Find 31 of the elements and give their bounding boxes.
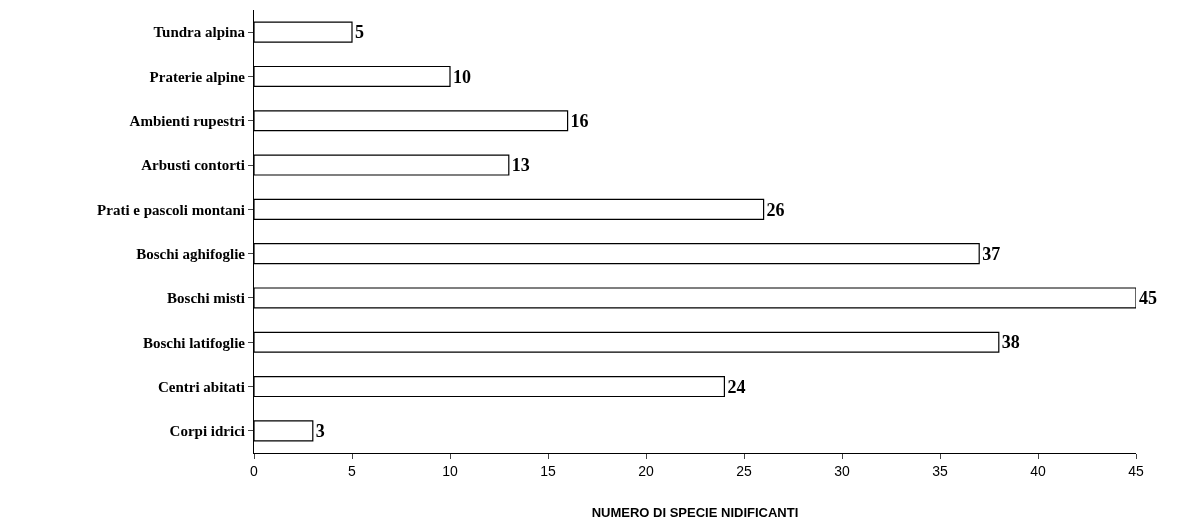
data-label: 26 [766, 199, 785, 220]
x-tick-label: 5 [348, 462, 357, 479]
y-tick-label: Boschi latifoglie [142, 334, 246, 351]
x-tick-label: 10 [442, 462, 458, 479]
y-tick-label: Prati e pascoli montani [97, 201, 245, 218]
y-tick-label: Boschi aghifoglie [136, 245, 246, 262]
x-tick-label: 30 [834, 462, 850, 479]
data-label: 13 [511, 155, 530, 176]
x-tick-label: 15 [540, 462, 556, 479]
x-tick-label: 20 [638, 462, 654, 479]
data-label: 10 [453, 66, 472, 87]
data-label: 38 [1001, 332, 1020, 353]
y-tick-label: Corpi idrici [169, 423, 245, 440]
y-tick-label: Praterie alpine [149, 68, 246, 85]
x-tick-label: 0 [250, 462, 259, 479]
x-tick-label: 25 [736, 462, 752, 479]
x-axis-title: NUMERO DI SPECIE NIDIFICANTI [591, 505, 799, 521]
y-tick-label: Arbusti contorti [141, 157, 245, 174]
data-label: 16 [570, 110, 589, 131]
y-tick-label: Tundra alpina [153, 24, 246, 41]
y-tick-label: Boschi misti [167, 290, 245, 307]
x-tick-label: 40 [1030, 462, 1046, 479]
data-label: 45 [1139, 288, 1158, 309]
y-tick-label: Centri abitati [157, 378, 245, 395]
x-tick-label: 35 [932, 462, 948, 479]
x-tick-label: 45 [1128, 462, 1144, 479]
data-label: 24 [727, 376, 746, 397]
y-tick-label: Ambienti rupestri [129, 113, 245, 129]
data-label: 5 [355, 22, 365, 43]
data-label: 37 [982, 243, 1001, 264]
data-label: 3 [315, 421, 325, 442]
